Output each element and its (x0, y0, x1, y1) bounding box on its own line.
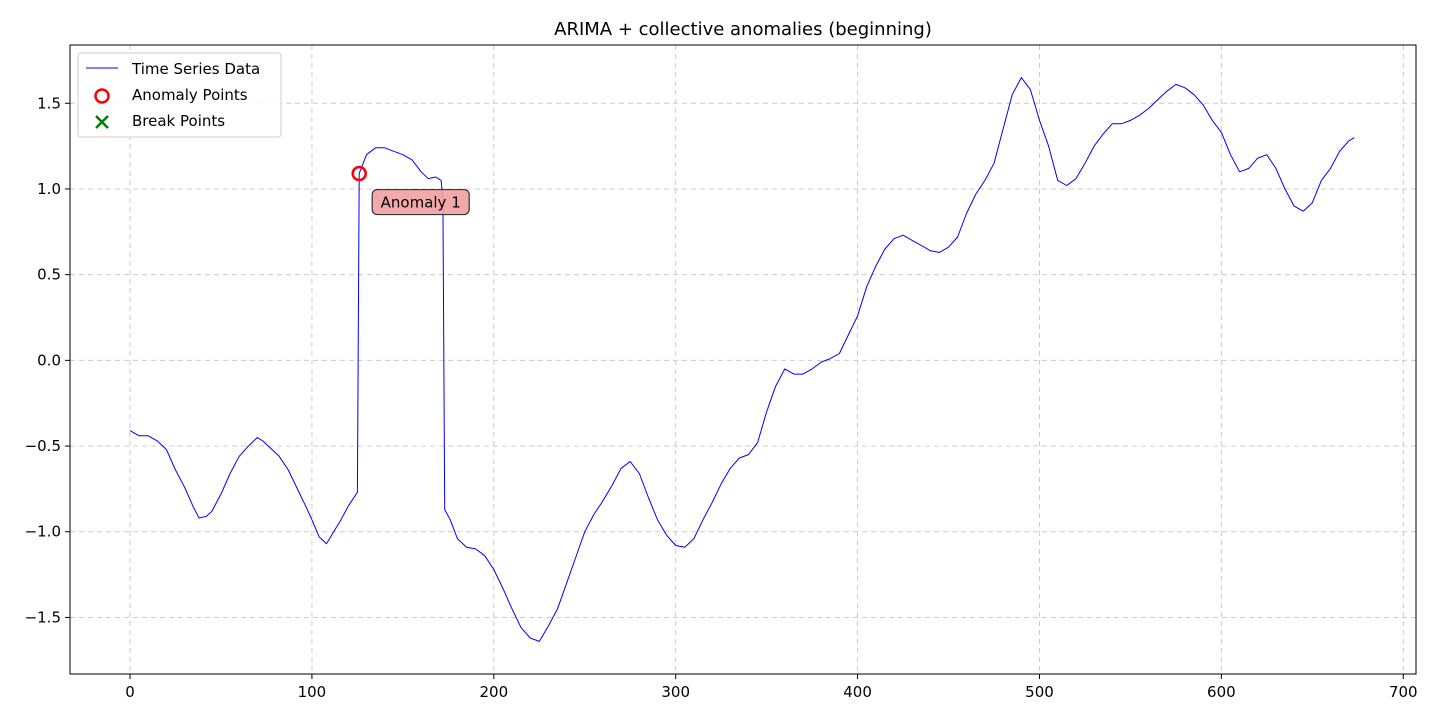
chart-title: ARIMA + collective anomalies (beginning) (554, 19, 932, 40)
time-series-line (129, 77, 1355, 642)
x-tick-label: 400 (843, 683, 872, 701)
annotation-layer: Anomaly 1 (371, 188, 470, 216)
y-tick-label: −1.0 (25, 523, 61, 541)
x-tick-label: 500 (1025, 683, 1054, 701)
y-tick-label: 1.5 (37, 94, 61, 112)
x-tick-label: 0 (125, 683, 135, 701)
y-axis-ticks: −1.5 −1.0 −0.5 0.0 0.5 1.0 1.5 (25, 94, 70, 626)
marker-layer (351, 165, 367, 182)
x-axis-ticks: 0 100 200 300 400 500 600 700 (125, 674, 1418, 701)
legend-label: Anomaly Points (132, 86, 248, 104)
y-tick-label: 1.0 (37, 180, 61, 198)
annotation-label: Anomaly 1 (381, 194, 461, 212)
annotation-box (371, 188, 470, 216)
x-tick-label: 700 (1389, 683, 1418, 701)
legend: Time Series Data Anomaly Points Break Poin… (77, 52, 282, 138)
x-tick-label: 600 (1207, 683, 1236, 701)
y-tick-label: −0.5 (25, 437, 61, 455)
legend-x-swatch (95, 115, 109, 129)
x-tick-label: 100 (298, 683, 327, 701)
legend-label: Time Series Data (131, 60, 260, 78)
series-layer (129, 77, 1355, 642)
grid-layer (70, 45, 1416, 674)
x-tick-label: 200 (479, 683, 508, 701)
y-tick-label: −1.5 (25, 608, 61, 626)
x-tick-label: 300 (661, 683, 690, 701)
y-tick-label: 0.5 (37, 266, 61, 284)
y-tick-label: 0.0 (37, 351, 61, 369)
anomaly-point-marker (351, 165, 367, 182)
legend-circle-swatch (94, 88, 110, 104)
legend-frame (77, 52, 282, 138)
legend-label: Break Points (132, 112, 225, 130)
plot-frame (69, 44, 1417, 675)
